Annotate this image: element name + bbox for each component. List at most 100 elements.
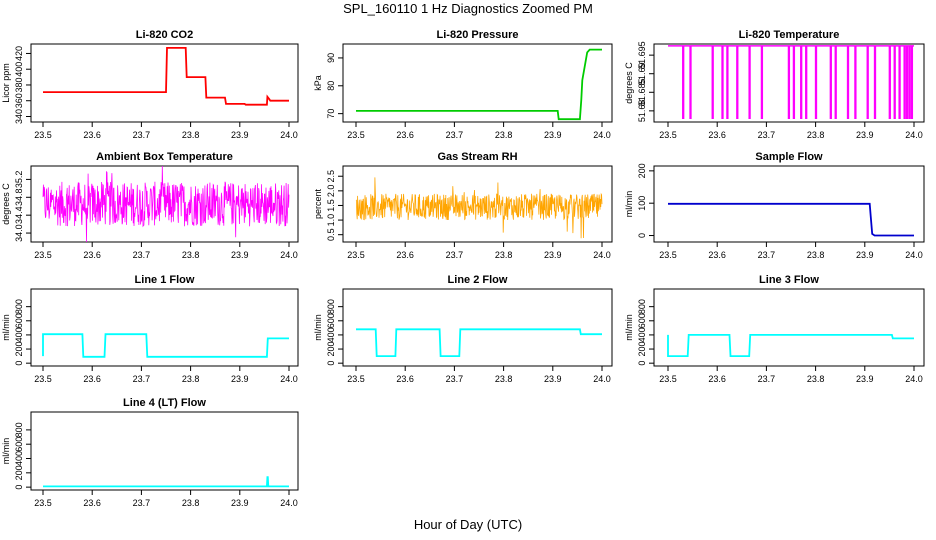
y-tick-label: 800 xyxy=(326,299,336,314)
panel-2: Li-820 Pressure kPa 23.5 23.6 23.7 23.8 23.9 24… xyxy=(313,29,613,140)
x-tick-label: 23.9 xyxy=(231,130,249,140)
plot-frame xyxy=(653,288,925,367)
y-axis-label: percent xyxy=(313,188,323,219)
y-tick-label: 800 xyxy=(637,299,647,314)
x-tick-label: 23.9 xyxy=(231,498,249,508)
series-line xyxy=(356,328,602,358)
y-axis-label: degrees C xyxy=(624,62,634,104)
x-tick-label: 23.8 xyxy=(807,250,825,260)
y-tick-label: 51.685 xyxy=(637,79,647,107)
y-axis-label: ml/min xyxy=(624,314,634,341)
panel-4: Ambient Box Temperature degrees C 23.5 23.6… xyxy=(1,151,299,260)
panel-title: Li-820 CO2 xyxy=(136,29,193,41)
y-axis-label: ml/min xyxy=(1,314,11,341)
x-tick-label: 23.7 xyxy=(133,250,151,260)
x-tick-label: 23.8 xyxy=(182,374,200,384)
x-tick-label: 23.6 xyxy=(708,250,726,260)
y-tick-label: 51.695 xyxy=(637,41,647,69)
x-tick-label: 23.5 xyxy=(347,250,365,260)
y-tick-label: 2.0 xyxy=(326,185,336,198)
plot-frame xyxy=(653,165,925,243)
y-tick-label: 400 xyxy=(14,327,24,342)
x-tick-label: 23.5 xyxy=(34,498,52,508)
x-tick-label: 23.9 xyxy=(856,374,874,384)
y-tick-label: 200 xyxy=(637,342,647,357)
x-tick-label: 23.7 xyxy=(133,498,151,508)
series-line xyxy=(43,476,289,488)
x-tick-label: 23.8 xyxy=(495,374,513,384)
y-tick-label: 51.69 xyxy=(637,62,647,85)
y-tick-label: 90 xyxy=(326,53,336,63)
x-tick-label: 23.6 xyxy=(708,374,726,384)
x-tick-label: 23.6 xyxy=(83,374,101,384)
x-tick-label: 23.8 xyxy=(807,374,825,384)
plot-frame xyxy=(30,165,299,243)
x-tick-label: 23.8 xyxy=(182,130,200,140)
panel-5: Gas Stream RH percent 23.5 23.6 23.7 23.8 23.9… xyxy=(313,151,613,260)
panel-7: Line 1 Flow ml/min 23.5 23.6 23.7 23.8 23.9 24.… xyxy=(1,274,299,384)
x-tick-label: 24.0 xyxy=(280,250,298,260)
x-tick-label: 23.6 xyxy=(83,498,101,508)
x-tick-label: 23.9 xyxy=(544,250,562,260)
series-line xyxy=(668,202,914,237)
series-line xyxy=(356,48,602,121)
x-tick-label: 23.5 xyxy=(34,130,52,140)
y-tick-label: 35.2 xyxy=(14,171,24,189)
x-tick-label: 23.9 xyxy=(231,374,249,384)
x-tick-label: 24.0 xyxy=(593,250,611,260)
x-tick-label: 23.6 xyxy=(396,130,414,140)
y-tick-label: 400 xyxy=(637,327,647,342)
y-tick-label: 360 xyxy=(14,93,24,108)
x-tick-label: 23.7 xyxy=(446,130,464,140)
plot-frame xyxy=(30,411,299,491)
x-tick-label: 23.5 xyxy=(347,130,365,140)
panel-title: Line 1 Flow xyxy=(135,274,195,286)
y-tick-label: 70 xyxy=(326,109,336,119)
panel-title: Li-820 Pressure xyxy=(437,29,519,41)
y-tick-label: 51.68 xyxy=(637,100,647,123)
y-tick-label: 34.8 xyxy=(14,189,24,207)
y-tick-label: 0.5 xyxy=(326,228,336,241)
panel-title: Ambient Box Temperature xyxy=(96,151,233,163)
plot-frame xyxy=(342,43,613,123)
x-tick-label: 23.5 xyxy=(347,374,365,384)
x-tick-label: 23.8 xyxy=(182,498,200,508)
y-tick-label: 1.5 xyxy=(326,199,336,212)
panel-title: Line 3 Flow xyxy=(759,274,819,286)
plot-frame xyxy=(30,288,299,367)
x-tick-label: 23.8 xyxy=(495,250,513,260)
x-tick-label: 23.8 xyxy=(495,130,513,140)
y-axis-label: kPa xyxy=(313,75,323,91)
x-tick-label: 23.7 xyxy=(758,250,776,260)
y-tick-label: 800 xyxy=(14,299,24,314)
plot-frame xyxy=(342,165,613,243)
x-tick-label: 24.0 xyxy=(905,374,923,384)
series-line xyxy=(668,45,914,120)
panel-title: Sample Flow xyxy=(755,151,823,163)
y-tick-label: 600 xyxy=(14,437,24,452)
figure-xlabel: Hour of Day (UTC) xyxy=(413,517,523,532)
y-tick-label: 34.4 xyxy=(14,206,24,224)
y-tick-label: 420 xyxy=(14,46,24,61)
y-tick-label: 0 xyxy=(637,233,647,238)
y-tick-label: 200 xyxy=(14,342,24,357)
series-line xyxy=(355,177,603,239)
x-tick-label: 23.7 xyxy=(446,374,464,384)
x-tick-label: 23.9 xyxy=(544,130,562,140)
x-tick-label: 23.8 xyxy=(807,130,825,140)
y-tick-label: 1.0 xyxy=(326,214,336,227)
x-tick-label: 23.5 xyxy=(34,250,52,260)
y-tick-label: 200 xyxy=(326,342,336,357)
x-tick-label: 23.5 xyxy=(34,374,52,384)
series-line xyxy=(43,47,289,106)
x-tick-label: 23.8 xyxy=(182,250,200,260)
y-tick-label: 600 xyxy=(637,313,647,328)
y-tick-label: 400 xyxy=(326,327,336,342)
panel-title: Line 4 (LT) Flow xyxy=(123,397,206,409)
x-tick-label: 24.0 xyxy=(905,250,923,260)
y-axis-label: degrees C xyxy=(1,183,11,225)
x-tick-label: 23.9 xyxy=(544,374,562,384)
y-tick-label: 600 xyxy=(326,313,336,328)
x-tick-label: 23.6 xyxy=(396,250,414,260)
